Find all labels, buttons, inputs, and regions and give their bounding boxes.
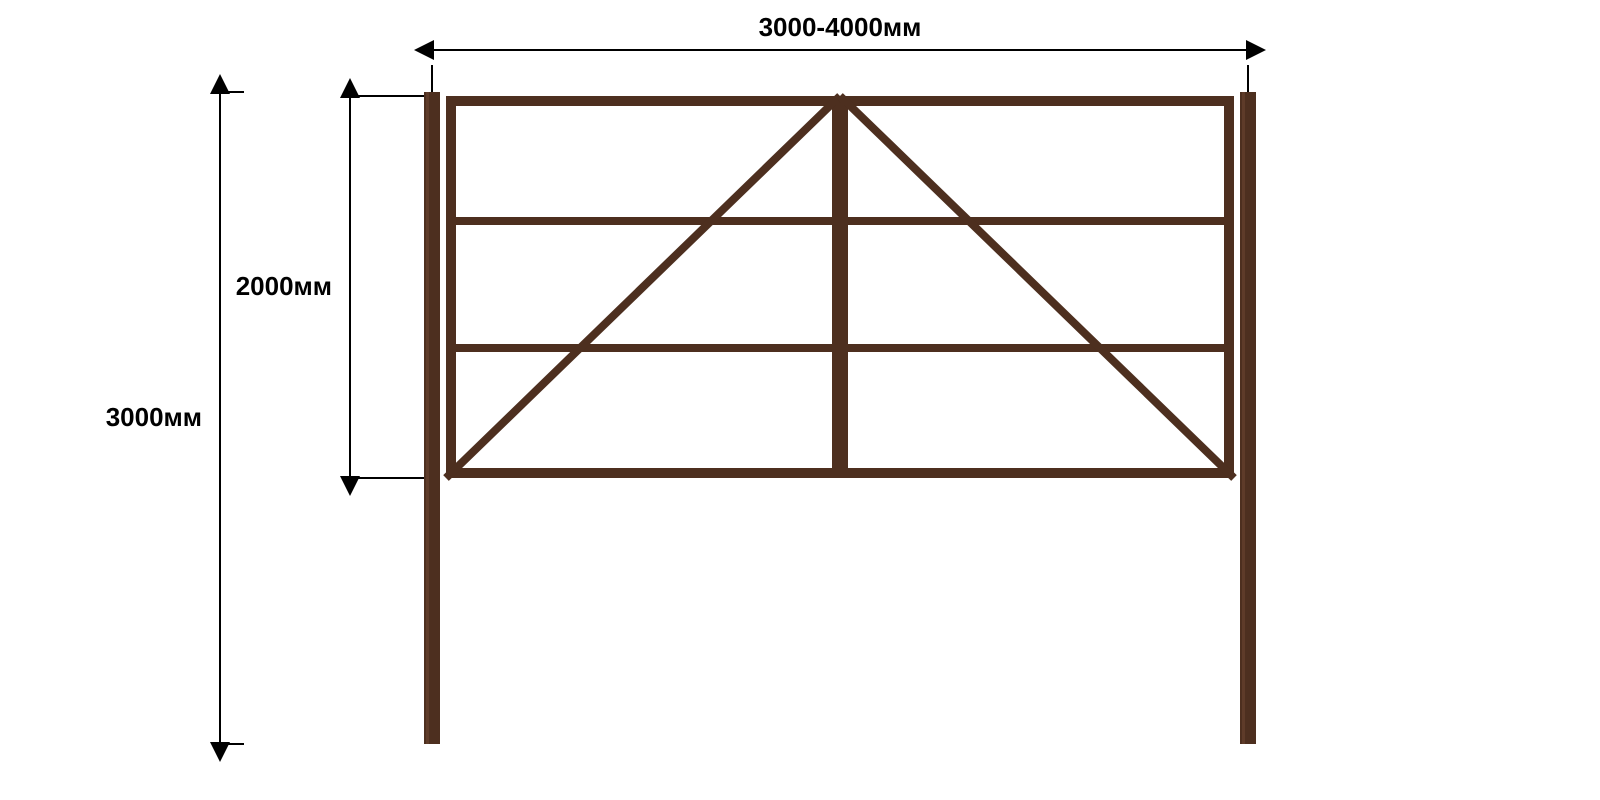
gate-diagonal-left [446, 96, 840, 478]
dimension-gate-height-label: 2000мм [236, 271, 332, 301]
gate-frame [446, 96, 1234, 478]
gate-diagonal-right [840, 96, 1234, 478]
dimension-width-label: 3000-4000мм [759, 12, 922, 42]
dimension-post-height-label: 3000мм [106, 402, 202, 432]
